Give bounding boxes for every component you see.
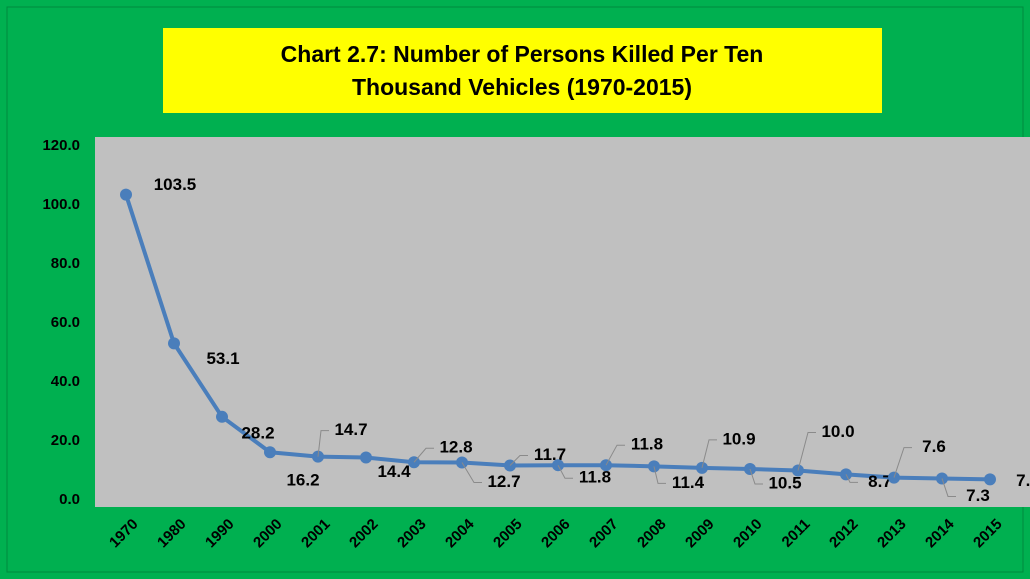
point [168, 337, 180, 350]
y-tick-label: 0.0 [59, 491, 80, 508]
y-tick-label: 20.0 [51, 432, 80, 449]
point [120, 188, 132, 201]
data-label: 12.8 [439, 438, 472, 457]
leader-line [749, 468, 763, 485]
data-label: 16.2 [286, 471, 319, 490]
leader-line [461, 462, 482, 484]
data-label: 10.5 [768, 474, 801, 493]
point [264, 446, 276, 459]
y-tick-label: 120.0 [42, 137, 80, 154]
data-label: 53.1 [206, 349, 239, 368]
leader-line [893, 447, 912, 478]
leader-line [701, 439, 717, 468]
data-label: 11.8 [631, 435, 663, 454]
leader-line [509, 454, 528, 466]
data-label: 10.9 [722, 429, 755, 448]
leader-line [845, 474, 858, 483]
data-label: 11.4 [672, 473, 705, 492]
data-label: 8.7 [868, 472, 892, 491]
point [984, 473, 996, 486]
data-label: 10.0 [821, 422, 854, 441]
leader-line [653, 466, 666, 484]
leader-line [317, 430, 329, 457]
leader-line [605, 444, 625, 466]
y-tick-label: 60.0 [51, 314, 80, 331]
chart-title: Chart 2.7: Number of Persons Killed Per … [281, 41, 764, 100]
data-label: 7.3 [966, 486, 990, 505]
leader-line [941, 478, 956, 497]
data-label: 12.7 [487, 472, 520, 491]
point [216, 410, 228, 423]
data-label: 14.4 [377, 462, 411, 481]
y-tick-label: 80.0 [51, 255, 80, 272]
y-tick-label: 40.0 [51, 373, 80, 390]
y-tick-label: 100.0 [42, 196, 80, 213]
data-label: 7.6 [922, 437, 946, 456]
data-label: 103.5 [154, 175, 197, 194]
leader-line [413, 447, 434, 463]
plot-area [95, 137, 1030, 507]
data-label: 7.0 [1016, 471, 1030, 490]
leader-line [557, 464, 573, 479]
leader-line [797, 432, 816, 471]
data-label: 28.2 [241, 423, 274, 442]
point [360, 451, 372, 464]
title-box [163, 28, 882, 113]
data-label: 11.8 [579, 468, 611, 487]
data-label: 14.7 [334, 420, 367, 439]
